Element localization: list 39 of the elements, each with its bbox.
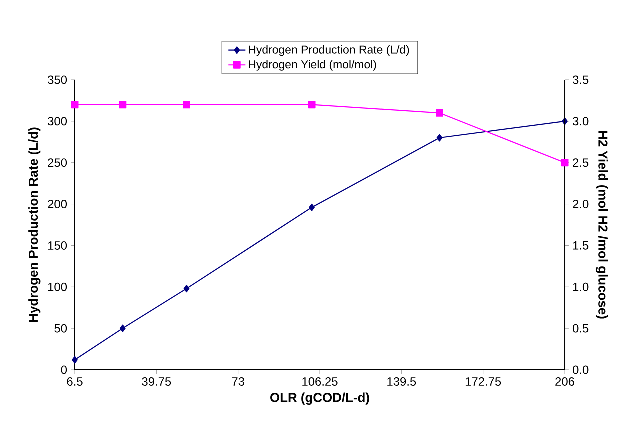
point (561, 159, 569, 167)
y-tick-label: 250 (48, 158, 68, 168)
y2-tick-label: 2.5 (573, 158, 589, 168)
x-tick-label: 206 (556, 378, 574, 386)
legend-label: Hydrogen Production Rate (L/d) (249, 45, 410, 56)
point (184, 285, 190, 293)
y-axis-title: Hydrogen Production Rate (L/d) (28, 128, 41, 322)
y-tick-label: 50 (54, 324, 68, 333)
y2-tick-label: 3.5 (572, 76, 589, 84)
y-tick-label: 100 (48, 282, 68, 292)
x-tick-label: 139.5 (388, 378, 416, 386)
y2-axis-title: H2 Yield (mol H2 /mol glucose) (596, 131, 608, 319)
x-tick-label: 39.75 (142, 378, 172, 386)
point (120, 324, 126, 332)
y-tick-label: 300 (48, 117, 68, 126)
y2-tick-label: 3.0 (572, 117, 589, 126)
point (308, 101, 316, 109)
y2-tick-label: 1.0 (573, 282, 589, 292)
y2-tick-label: 1.5 (573, 242, 589, 250)
y-tick-label: 0 (61, 366, 68, 374)
x-tick-label: 106.25 (302, 378, 338, 386)
legend-label: Hydrogen Yield (mol/mol) (249, 60, 376, 71)
point (183, 101, 190, 109)
point (72, 356, 78, 364)
y2-tick-label: 2.0 (573, 200, 589, 209)
x-axis-title: OLR (gCOD/L-d) (270, 392, 370, 405)
x-tick-label: 6.5 (67, 378, 83, 386)
x-tick-label: 73 (232, 378, 244, 386)
y2-tick-label: 0.0 (572, 366, 589, 374)
y-tick-label: 150 (48, 241, 68, 250)
point (436, 134, 443, 142)
y2-tick-label: 0.5 (572, 324, 589, 333)
y-tick-label: 200 (48, 200, 68, 209)
x-tick-label: 172.75 (466, 378, 502, 386)
point (119, 101, 127, 109)
point (71, 101, 79, 109)
y-tick-label: 350 (48, 76, 68, 84)
point (309, 204, 315, 212)
point (436, 109, 444, 117)
